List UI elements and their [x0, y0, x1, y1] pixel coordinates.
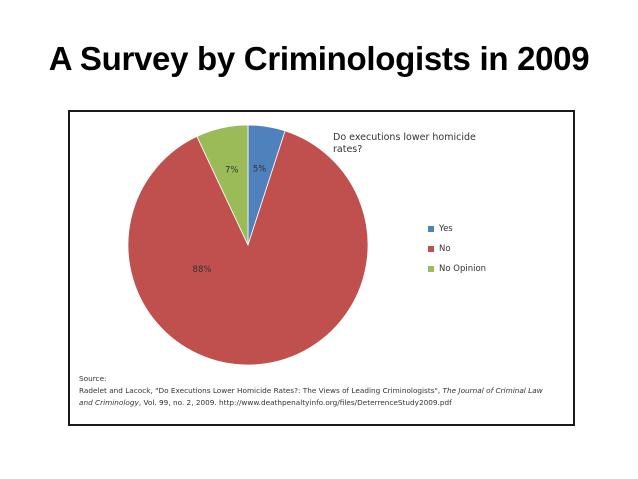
legend-item-no: No: [428, 239, 486, 259]
slide-title: A Survey by Criminologists in 2009: [48, 40, 590, 77]
chart-title-line1: Do executions lower homicide: [333, 132, 476, 143]
pie-label-yes: 5%: [253, 165, 267, 175]
pie-label-no-opinion: 7%: [225, 165, 239, 175]
legend-label: Yes: [439, 224, 453, 234]
source-heading: Source:: [79, 374, 107, 383]
chart-title-line2: rates?: [333, 144, 362, 155]
legend-item-yes: Yes: [428, 219, 486, 239]
source-line-2: and Criminology, Vol. 99, no. 2, 2009. h…: [79, 398, 452, 407]
pie-slice-no: [127, 130, 369, 366]
legend-swatch: [428, 246, 434, 252]
pie-slice-no-opinion: [196, 124, 249, 246]
chart-source: Source: Radelet and Lacock, "Do Executio…: [79, 373, 569, 409]
legend-swatch: [428, 226, 434, 232]
legend-label: No: [439, 244, 451, 254]
pie-label-no: 88%: [193, 265, 212, 275]
legend-item-no-opinion: No Opinion: [428, 259, 486, 279]
legend-label: No Opinion: [439, 264, 487, 274]
legend-swatch: [428, 266, 434, 272]
source-line-1: Radelet and Lacock, "Do Executions Lower…: [79, 386, 543, 395]
chart-legend: Yes No No Opinion: [428, 219, 486, 279]
